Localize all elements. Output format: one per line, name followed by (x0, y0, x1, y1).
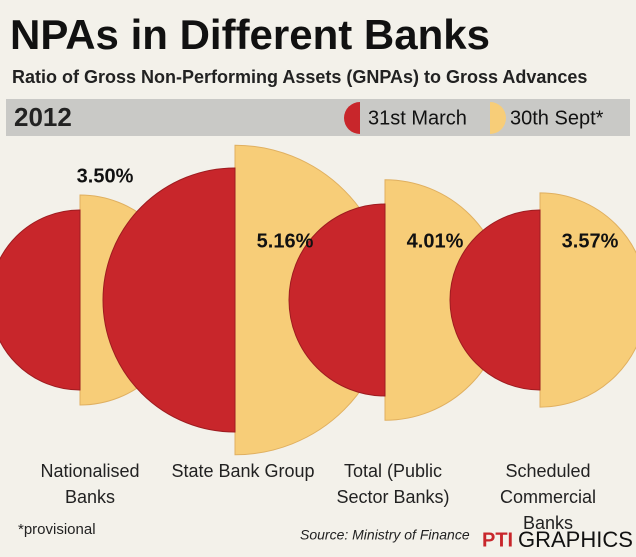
legend-label: 30th Sept* (510, 107, 604, 129)
category-label: Nationalised Banks (40, 461, 140, 507)
brand-logo: PTI (482, 529, 513, 551)
year-band (6, 99, 630, 136)
right-half (539, 192, 636, 408)
brand-name: GRAPHICS (518, 527, 633, 552)
source: Source: Ministry of Finance (300, 527, 470, 543)
value-label: 5.16% (257, 230, 314, 252)
value-label: 3.57% (562, 230, 619, 252)
category-label: Total (Public Sector Banks) (336, 461, 450, 507)
chart-title: NPAs in Different Banks (10, 11, 490, 58)
chart-subtitle: Ratio of Gross Non-Performing Assets (GN… (12, 67, 587, 87)
marks: 3.50% 5.16% 4.01% 3.57% (0, 144, 636, 456)
left-half (102, 167, 236, 433)
year: 2012 (14, 102, 72, 132)
category-label: State Bank Group (171, 461, 315, 481)
legend-swatch (490, 102, 506, 134)
left-half (288, 203, 386, 397)
value-label: 4.01% (407, 230, 464, 252)
footnote: *provisional (18, 521, 96, 538)
category-label: Scheduled Commercial Banks (499, 461, 596, 533)
legend-label: 31st March (368, 107, 467, 129)
left-half (449, 209, 541, 391)
legend-swatch (344, 102, 360, 134)
left-half (0, 209, 81, 391)
legend: 31st March 30th Sept* (344, 102, 604, 134)
value-label: 3.50% (77, 165, 134, 187)
